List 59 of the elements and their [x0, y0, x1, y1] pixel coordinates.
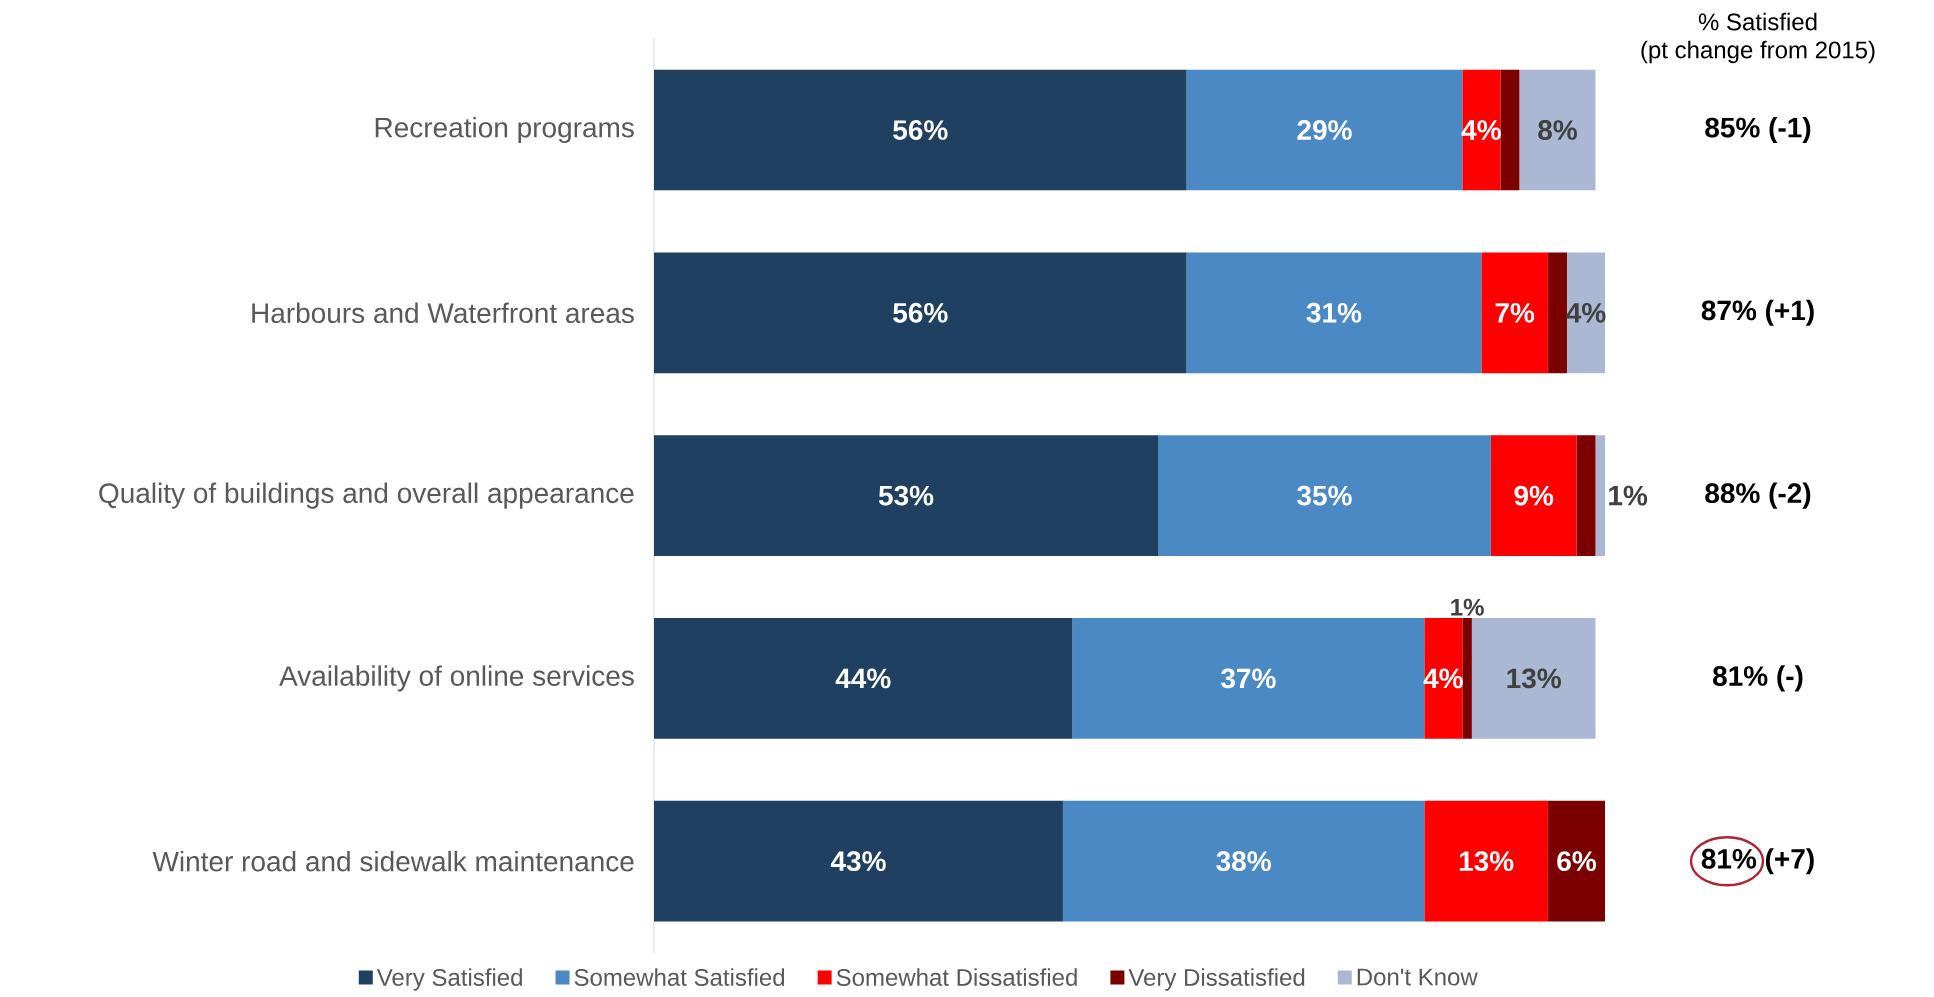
legend-label: Very Dissatisfied	[1128, 968, 1305, 991]
bar	[654, 801, 1063, 922]
bar	[1158, 435, 1491, 557]
data-label: 37%	[1220, 668, 1276, 689]
data-label: 13%	[1459, 851, 1514, 872]
data-label: 44%	[835, 668, 891, 689]
text: % Satisfied	[1698, 12, 1817, 31]
data-label: 56%	[893, 120, 948, 141]
bar	[1481, 252, 1548, 374]
bar	[1462, 69, 1501, 191]
data-label: 43%	[830, 851, 886, 872]
data-label: 1%	[1609, 485, 1648, 506]
bar	[1424, 801, 1548, 922]
text: 81% (+7)	[1701, 848, 1814, 875]
bar	[1490, 435, 1577, 557]
bar	[654, 69, 1187, 191]
text: 88% (-2)	[1705, 482, 1811, 509]
data-label: 53%	[878, 485, 934, 506]
data-label: 38%	[1216, 851, 1271, 872]
legend-label: Don't Know	[1357, 968, 1478, 986]
data-label: 13%	[1507, 668, 1561, 689]
text: 81% (-)	[1712, 665, 1803, 692]
y-tick-label: Winter road and sidewalk maintenance	[152, 851, 634, 872]
bar	[1462, 618, 1472, 739]
data-label: 35%	[1297, 485, 1352, 506]
y-tick-label: Recreation programs	[375, 117, 634, 144]
data-label: 31%	[1306, 303, 1362, 323]
bar	[1072, 618, 1425, 739]
data-label: 1%	[1451, 598, 1484, 616]
text: 87% (+1)	[1701, 299, 1814, 326]
bar	[654, 618, 1073, 739]
bar	[1547, 252, 1567, 374]
bar	[1595, 435, 1605, 557]
bar	[1547, 801, 1605, 922]
data-label: 29%	[1297, 120, 1352, 141]
legend-label: Somewhat Dissatisfied	[836, 968, 1077, 987]
y-tick-label: Quality of buildings and overall appearance	[99, 482, 634, 509]
bar	[1062, 801, 1425, 922]
bar	[1471, 618, 1596, 739]
bar	[1566, 252, 1605, 374]
data-label: 9%	[1514, 485, 1554, 506]
text: 85% (-1)	[1705, 117, 1811, 144]
data-label: 6%	[1557, 851, 1596, 872]
bar	[654, 252, 1187, 374]
bar	[1500, 69, 1520, 191]
bar	[1424, 618, 1463, 739]
legend-label: Very Satisfied	[376, 968, 522, 991]
data-label: 8%	[1538, 120, 1577, 141]
bar	[1576, 435, 1596, 557]
bar	[1186, 69, 1463, 191]
bar	[1519, 69, 1596, 191]
data-label: 7%	[1495, 303, 1535, 323]
text: (pt change from 2015)	[1641, 40, 1875, 64]
legend-label: Somewhat Satisfied	[574, 968, 785, 987]
bar	[1186, 252, 1482, 374]
data-label: 56%	[893, 303, 948, 323]
bar	[654, 435, 1159, 557]
y-tick-label: Availability of online services	[279, 665, 634, 692]
y-tick-label: Harbours and Waterfront areas	[252, 302, 634, 324]
